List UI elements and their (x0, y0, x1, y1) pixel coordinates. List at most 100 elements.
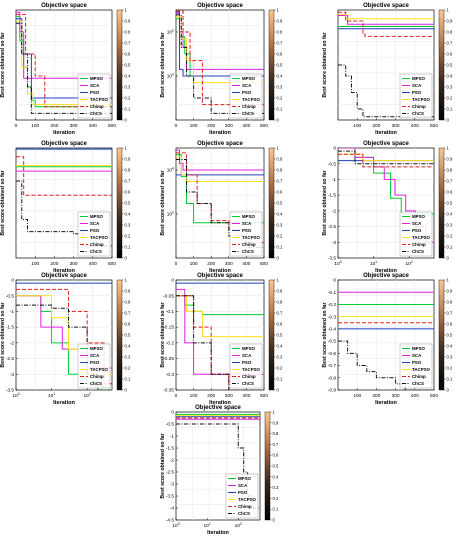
colorbar-tick-label: 0.4 (277, 212, 283, 217)
x-tick-exponent: 1 (375, 260, 377, 264)
x-axis-label: Iteration (207, 530, 229, 536)
x-tick-label: 0 (175, 393, 178, 399)
y-tick-label: -0.5 (6, 293, 15, 299)
y-tick-label: -2 (10, 340, 15, 346)
legend-label: TACPSO (242, 367, 261, 372)
colorbar-tick-label: 0.3 (447, 223, 453, 228)
legend-label: PSO (90, 90, 100, 95)
series-line-sca (338, 15, 434, 25)
series-line-chcs (176, 14, 264, 114)
colorbar-tick-label: 1 (447, 146, 450, 151)
x-tick-label: 400 (89, 261, 97, 267)
colorbar-tick-label: 1 (447, 278, 450, 283)
colorbar-tick-label: 0 (273, 518, 276, 523)
x-tick-label: 300 (225, 393, 233, 399)
colorbar-tick-label: 0.9 (447, 19, 453, 24)
y-tick-label: 0 (333, 146, 336, 152)
colorbar-tick-label: 0.2 (447, 96, 453, 101)
legend-label: MPSO (412, 214, 426, 219)
colorbar-tick-label: 0.3 (125, 85, 131, 90)
chart-title: Objective space (197, 141, 243, 147)
colorbar-tick-label: 0.8 (125, 168, 131, 173)
y-tick-label: -0.2 (166, 340, 175, 346)
colorbar-tick-label: 0 (125, 388, 128, 393)
y-tick-label: -0.3 (166, 372, 175, 378)
y-axis-label: Best score obtained so far (322, 302, 328, 367)
y-axis-label: Best score obtained so far (160, 170, 166, 235)
x-axis-label: Iteration (53, 130, 75, 136)
colorbar-tick-label: 0.5 (277, 63, 283, 68)
colorbar (116, 147, 123, 259)
y-tick-label: -2.5 (6, 356, 15, 362)
colorbar-tick-label: 0.2 (125, 366, 131, 371)
panel-10: Objective space Iteration Best score obtai… (160, 405, 279, 536)
x-axis-label: Iteration (375, 268, 397, 274)
x-tick-exponent: 1 (209, 522, 211, 526)
legend-label: PSO (242, 90, 252, 95)
colorbar-tick-label: 0.4 (273, 474, 279, 479)
y-tick-label: -2.5 (166, 470, 175, 476)
chart-title: Objective space (195, 405, 241, 411)
colorbar-tick-label: 0 (277, 388, 280, 393)
y-tick-exponent: 4 (172, 167, 174, 171)
y-axis-label: Best score obtained so far (0, 302, 6, 367)
colorbar-tick-label: 0.6 (125, 52, 131, 57)
y-tick-label: -1 (10, 309, 15, 315)
x-axis-label: Iteration (53, 268, 75, 274)
y-tick-label: -1 (170, 434, 175, 440)
y-tick-label: -0.35 (163, 388, 174, 394)
y-tick-label: -2 (332, 208, 337, 214)
legend-label: TACPSO (412, 235, 431, 240)
colorbar-tick-label: 0.6 (447, 322, 453, 327)
panel-9: Objective space Iteration Best score obtai… (322, 273, 453, 406)
x-tick-label: 200 (50, 261, 58, 267)
colorbar-tick-label: 0.6 (277, 52, 283, 57)
colorbar-tick-label: 0 (277, 256, 280, 261)
colorbar-tick-label: 0 (447, 256, 450, 261)
legend-label: SCA (412, 221, 422, 226)
colorbar-tick-label: 0.1 (447, 245, 453, 250)
chart-title: Objective space (197, 3, 243, 9)
legend-box (77, 211, 111, 257)
colorbar-tick-label: 0.9 (125, 289, 131, 294)
colorbar-tick-label: 0.2 (125, 96, 131, 101)
legend-label: PSO (412, 228, 422, 233)
panel-6: Objective space Iteration Best score obtai… (322, 141, 453, 274)
x-tick-label: 200 (372, 393, 380, 399)
y-tick-label: -0.1 (328, 290, 337, 296)
colorbar-tick-label: 0.1 (277, 377, 283, 382)
colorbar-tick-label: 0.8 (277, 168, 283, 173)
x-tick-label: 200 (372, 123, 380, 129)
legend-label: ChCS (90, 249, 102, 254)
legend-label: SCA (242, 221, 252, 226)
colorbar-tick-label: 0.2 (277, 234, 283, 239)
y-tick-label: -1 (332, 177, 337, 183)
chart-title: Objective space (363, 3, 409, 9)
x-tick-label: 500 (260, 123, 268, 129)
x-tick-label: 400 (411, 123, 419, 129)
colorbar-tick-label: 0.8 (125, 300, 131, 305)
y-tick-label: -0.15 (163, 325, 174, 331)
legend-label: MPSO (242, 214, 256, 219)
colorbar-tick-label: 0.1 (273, 507, 279, 512)
legend-box (229, 211, 263, 257)
legend-label: Chimp (242, 374, 256, 379)
x-tick-label: 400 (89, 123, 97, 129)
y-tick-label: -3.5 (6, 388, 15, 394)
colorbar-tick-label: 0.4 (277, 344, 283, 349)
colorbar-tick-label: 0.2 (447, 366, 453, 371)
colorbar-tick-label: 0.7 (125, 179, 131, 184)
legend-label: Chimp (238, 504, 252, 509)
y-tick-label: 102 (167, 29, 174, 36)
x-tick-label: 400 (242, 261, 250, 267)
y-tick-label: -0.5 (328, 339, 337, 345)
series-line-tacpso (176, 156, 264, 182)
x-tick-label: 300 (392, 123, 400, 129)
colorbar-tick-label: 0.2 (125, 234, 131, 239)
colorbar-tick-label: 0.8 (125, 30, 131, 35)
colorbar-tick-label: 1 (447, 8, 450, 13)
legend-label: SCA (238, 483, 248, 488)
colorbar-tick-label: 0.5 (277, 333, 283, 338)
colorbar-tick-label: 0.5 (125, 201, 131, 206)
colorbar-tick-label: 1 (277, 8, 280, 13)
